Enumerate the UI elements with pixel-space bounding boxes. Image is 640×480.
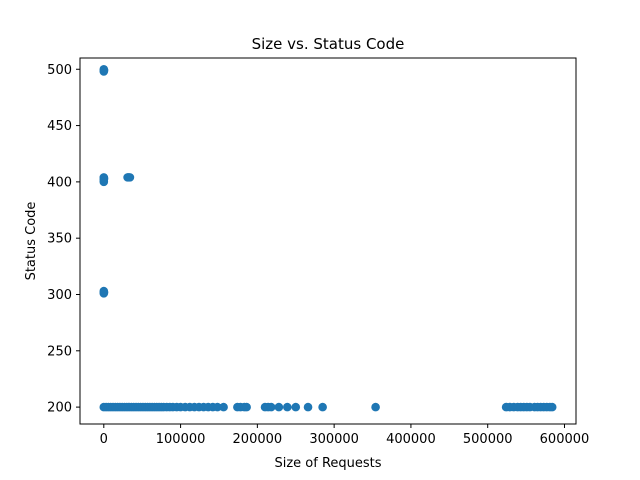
x-axis-label: Size of Requests [274,456,381,471]
y-tick-label: 300 [47,288,72,303]
x-axis: 0 100000 200000 300000 400000 500000 600000 [100,424,590,447]
x-tick-label: 200000 [233,432,283,447]
plot-frame [79,57,577,425]
x-tick-label: 500000 [463,432,513,447]
data-point [219,402,228,412]
data-point [213,402,222,412]
y-axis: 200 250 300 350 400 450 500 [47,63,80,416]
x-tick-label: 400000 [386,432,436,447]
data-point [274,402,284,412]
data-point [371,402,380,412]
y-tick-label: 400 [47,175,72,190]
x-tick-label: 100000 [156,432,206,447]
x-tick-label: 300000 [309,432,359,447]
data-point [125,173,135,182]
data-point [99,66,109,75]
points-layer [99,64,557,412]
data-point [291,402,301,412]
y-tick-label: 250 [47,344,72,359]
data-point [266,402,276,412]
y-tick-label: 200 [47,401,72,416]
data-point [99,287,109,297]
y-axis-label: Status Code [24,202,39,281]
x-tick-label: 0 [100,432,108,447]
chart-title: Size vs. Status Code [252,35,405,53]
y-tick-label: 500 [47,63,72,78]
y-tick-label: 450 [47,119,72,134]
data-point [547,402,557,412]
data-point [318,402,327,412]
data-point [303,402,313,412]
x-tick-label: 600000 [540,432,590,447]
data-point [283,402,292,412]
data-point [242,402,251,412]
y-tick-label: 350 [47,232,72,247]
data-point [99,174,109,183]
